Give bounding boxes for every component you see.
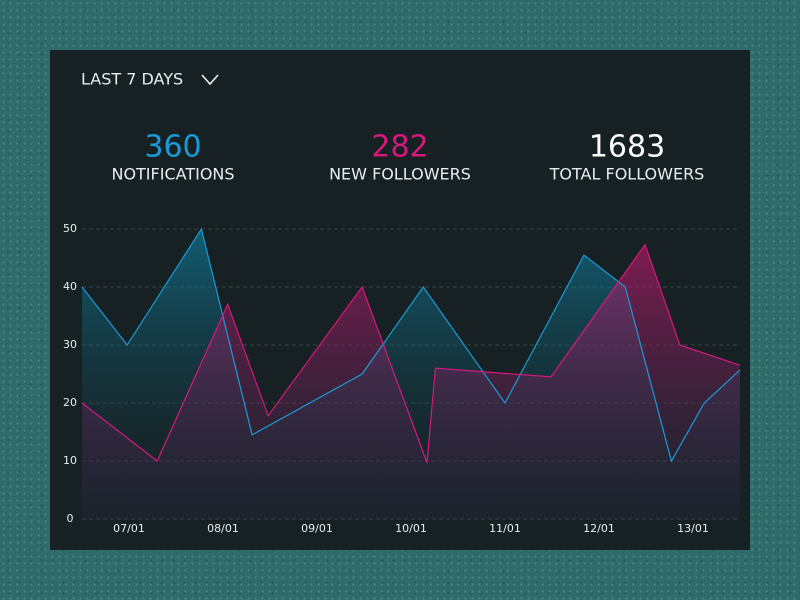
x-tick-label: 12/01 [583, 522, 615, 535]
y-tick-label: 0 [67, 512, 74, 525]
series-line [81, 243, 741, 463]
stat-value: 282 [371, 130, 428, 165]
x-tick-label: 07/01 [113, 522, 145, 535]
y-tick-label: 50 [63, 222, 77, 235]
stat-value: 1683 [589, 130, 665, 165]
stat-label: NOTIFICATIONS [111, 165, 234, 184]
x-tick-label: 09/01 [301, 522, 333, 535]
y-tick-label: 40 [63, 280, 77, 293]
x-tick-label: 08/01 [207, 522, 239, 535]
stat-label: NEW FOLLOWERS [329, 165, 471, 184]
y-tick-label: 30 [63, 338, 77, 351]
area-fill [82, 244, 740, 519]
period-label[interactable]: LAST 7 DAYS [81, 70, 183, 89]
x-tick-label: 11/01 [489, 522, 521, 535]
series-line [81, 227, 741, 463]
x-tick-label: 13/01 [677, 522, 709, 535]
y-tick-label: 20 [63, 396, 77, 409]
y-tick-label: 10 [63, 454, 77, 467]
stat-label: TOTAL FOLLOWERS [549, 165, 705, 184]
dropdown-chevron[interactable] [201, 74, 219, 86]
stat-value: 360 [144, 130, 201, 165]
x-tick-label: 10/01 [395, 522, 427, 535]
